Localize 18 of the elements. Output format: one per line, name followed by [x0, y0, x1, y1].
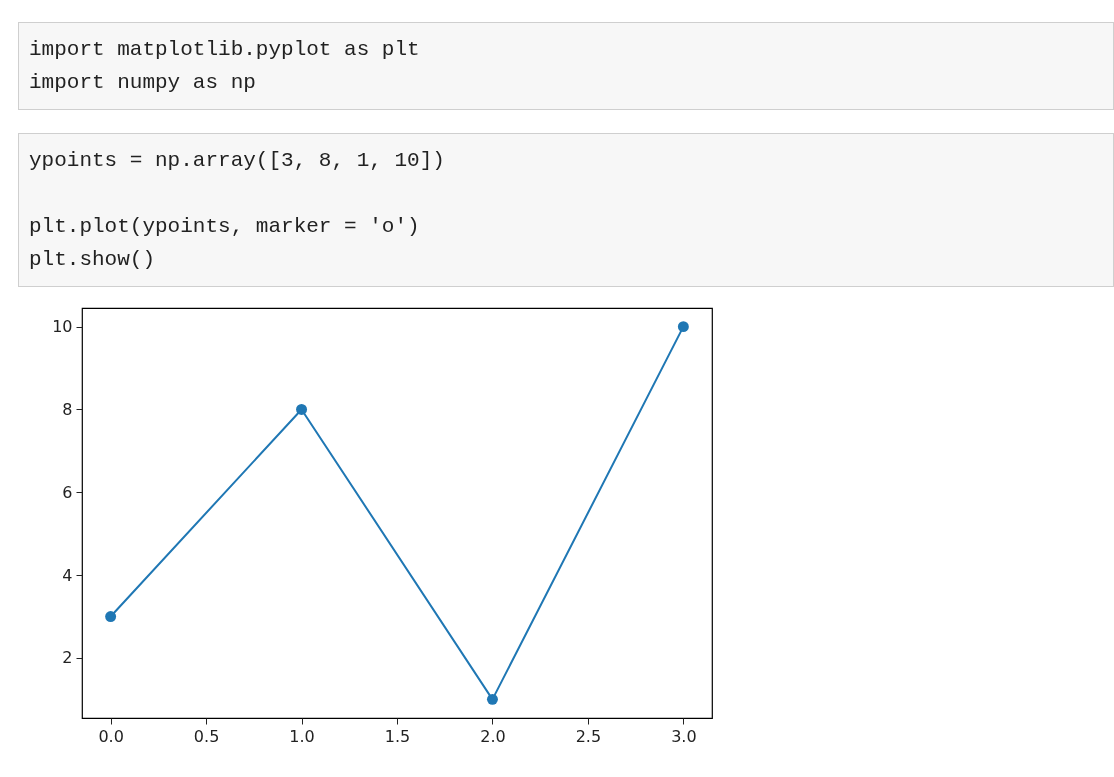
y-tick-label: 6	[62, 482, 73, 502]
point	[296, 404, 308, 415]
x-tick-label: 1.5	[384, 726, 411, 746]
x-tick-label: 0.5	[193, 726, 220, 746]
y-tick-label: 4	[62, 565, 73, 585]
x-tick-label: 3.0	[671, 726, 697, 746]
point	[486, 693, 498, 705]
x-tick-label: 0.0	[98, 726, 124, 746]
x-tick-label: 2.5	[575, 726, 602, 746]
point	[677, 321, 689, 333]
y-tick-label: 8	[62, 399, 73, 419]
y-tick-label: 10	[52, 317, 73, 337]
y-tick-label: 2	[62, 648, 73, 668]
x-tick-label: 2.0	[480, 726, 506, 746]
text: ypoints = np.array([3, 8, 1, 10]) plt.plot(ypoints, marker = 'o') plt.show()	[29, 149, 445, 271]
x-tick-label: 1.0	[289, 726, 315, 746]
point	[105, 611, 117, 622]
text: import matplotlib.pyplot as plt import numpy as np	[18, 22, 1114, 110]
